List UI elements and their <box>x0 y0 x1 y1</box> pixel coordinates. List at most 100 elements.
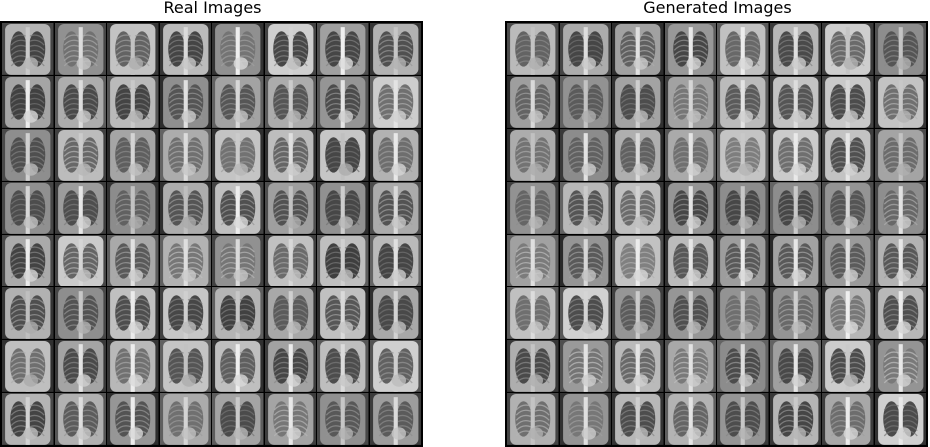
xray-thumbnail <box>159 393 211 445</box>
xray-thumbnail <box>107 340 159 393</box>
xray-thumbnail <box>54 75 106 128</box>
xray-thumbnail <box>159 181 211 234</box>
xray-thumbnail <box>822 75 874 128</box>
xray-thumbnail <box>212 234 264 287</box>
xray-thumbnail <box>159 75 211 128</box>
xray-thumbnail <box>264 393 316 445</box>
xray-thumbnail <box>317 181 369 234</box>
xray-thumbnail <box>369 23 421 75</box>
xray-thumbnail <box>664 234 716 287</box>
xray-thumbnail <box>612 393 664 445</box>
xray-thumbnail <box>212 340 264 393</box>
xray-thumbnail <box>2 234 54 287</box>
xray-thumbnail <box>369 287 421 340</box>
xray-thumbnail <box>664 393 716 445</box>
xray-thumbnail <box>822 128 874 181</box>
xray-thumbnail <box>107 75 159 128</box>
xray-thumbnail <box>317 287 369 340</box>
xray-thumbnail <box>612 128 664 181</box>
xray-thumbnail <box>769 393 821 445</box>
xray-thumbnail <box>507 23 559 75</box>
xray-thumbnail <box>874 234 926 287</box>
xray-thumbnail <box>107 234 159 287</box>
xray-thumbnail <box>507 75 559 128</box>
xray-thumbnail <box>107 23 159 75</box>
xray-thumbnail <box>717 23 769 75</box>
xray-thumbnail <box>212 128 264 181</box>
xray-thumbnail <box>107 181 159 234</box>
xray-thumbnail <box>2 181 54 234</box>
xray-thumbnail <box>107 128 159 181</box>
xray-thumbnail <box>664 287 716 340</box>
xray-thumbnail <box>822 287 874 340</box>
xray-thumbnail <box>507 234 559 287</box>
xray-thumbnail <box>769 128 821 181</box>
xray-thumbnail <box>317 234 369 287</box>
xray-thumbnail <box>317 393 369 445</box>
xray-thumbnail <box>264 181 316 234</box>
xray-thumbnail <box>717 287 769 340</box>
xray-thumbnail <box>612 234 664 287</box>
xray-thumbnail <box>769 75 821 128</box>
real-images-grid <box>0 21 423 447</box>
xray-thumbnail <box>212 75 264 128</box>
xray-thumbnail <box>717 128 769 181</box>
generated-images-title: Generated Images <box>643 0 792 17</box>
xray-thumbnail <box>874 287 926 340</box>
xray-thumbnail <box>2 128 54 181</box>
xray-thumbnail <box>369 340 421 393</box>
xray-thumbnail <box>559 181 611 234</box>
xray-thumbnail <box>717 393 769 445</box>
xray-thumbnail <box>369 128 421 181</box>
xray-thumbnail <box>369 393 421 445</box>
xray-thumbnail <box>769 287 821 340</box>
xray-thumbnail <box>664 128 716 181</box>
xray-thumbnail <box>664 340 716 393</box>
xray-thumbnail <box>54 234 106 287</box>
xray-thumbnail <box>507 340 559 393</box>
xray-thumbnail <box>159 287 211 340</box>
xray-thumbnail <box>874 75 926 128</box>
xray-thumbnail <box>317 23 369 75</box>
xray-thumbnail <box>874 393 926 445</box>
xray-thumbnail <box>507 181 559 234</box>
xray-thumbnail <box>559 23 611 75</box>
xray-thumbnail <box>107 287 159 340</box>
xray-thumbnail <box>2 393 54 445</box>
xray-thumbnail <box>612 287 664 340</box>
xray-thumbnail <box>559 393 611 445</box>
xray-thumbnail <box>159 340 211 393</box>
xray-thumbnail <box>159 234 211 287</box>
xray-thumbnail <box>822 393 874 445</box>
xray-thumbnail <box>874 340 926 393</box>
xray-thumbnail <box>874 181 926 234</box>
xray-thumbnail <box>2 75 54 128</box>
xray-thumbnail <box>159 23 211 75</box>
xray-thumbnail <box>2 287 54 340</box>
xray-thumbnail <box>107 393 159 445</box>
xray-thumbnail <box>717 181 769 234</box>
xray-thumbnail <box>664 75 716 128</box>
xray-thumbnail <box>54 23 106 75</box>
real-images-title: Real Images <box>163 0 262 17</box>
xray-thumbnail <box>612 75 664 128</box>
xray-thumbnail <box>2 340 54 393</box>
xray-thumbnail <box>822 181 874 234</box>
xray-thumbnail <box>612 181 664 234</box>
xray-thumbnail <box>559 287 611 340</box>
xray-thumbnail <box>369 181 421 234</box>
xray-thumbnail <box>54 340 106 393</box>
xray-thumbnail <box>664 23 716 75</box>
xray-thumbnail <box>874 23 926 75</box>
xray-thumbnail <box>769 181 821 234</box>
xray-thumbnail <box>664 181 716 234</box>
xray-thumbnail <box>717 234 769 287</box>
xray-thumbnail <box>559 234 611 287</box>
xray-thumbnail <box>717 340 769 393</box>
xray-thumbnail <box>264 287 316 340</box>
xray-thumbnail <box>317 340 369 393</box>
xray-thumbnail <box>264 23 316 75</box>
xray-thumbnail <box>54 393 106 445</box>
xray-thumbnail <box>612 340 664 393</box>
xray-thumbnail <box>212 181 264 234</box>
